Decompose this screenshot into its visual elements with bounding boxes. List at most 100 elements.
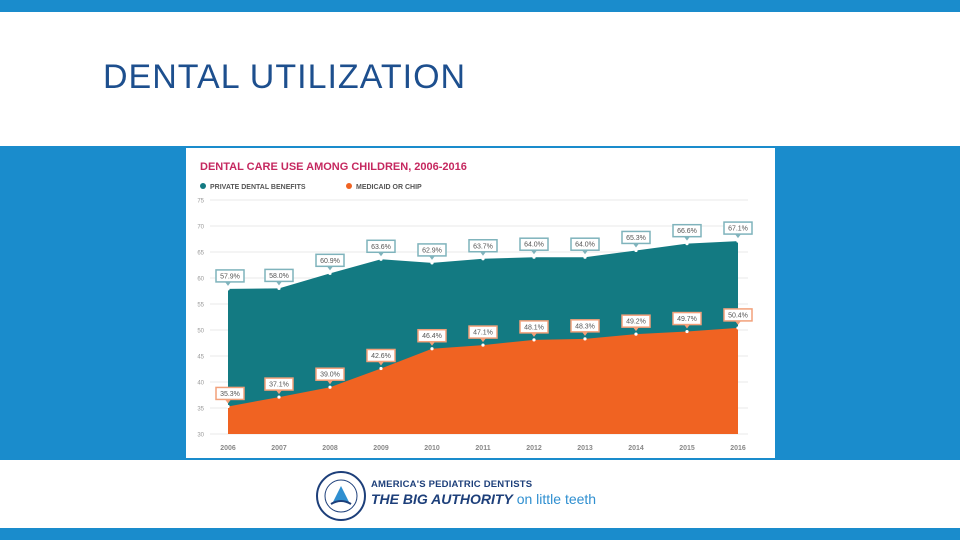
x-tick-label: 2012 — [526, 445, 542, 452]
data-label: 57.9% — [220, 273, 240, 280]
data-point — [481, 257, 485, 261]
data-label: 48.3% — [575, 323, 595, 330]
data-label: 60.9% — [320, 258, 340, 265]
data-label: 48.1% — [524, 324, 544, 331]
legend-medicaid-swatch — [346, 183, 352, 189]
data-point — [532, 338, 536, 342]
data-point — [634, 332, 638, 336]
data-point — [736, 239, 740, 243]
data-point — [379, 257, 383, 261]
y-tick-label: 35 — [197, 407, 204, 413]
y-tick-label: 70 — [197, 225, 204, 231]
data-label: 63.7% — [473, 243, 493, 250]
logo-tagline: THE BIG AUTHORITY on little teeth — [371, 491, 596, 507]
data-point — [277, 286, 281, 290]
data-label: 64.0% — [524, 242, 544, 249]
data-label: 37.1% — [269, 382, 289, 389]
data-point — [226, 404, 230, 409]
data-point — [277, 395, 281, 399]
x-tick-label: 2007 — [271, 445, 287, 452]
x-tick-label: 2014 — [628, 445, 644, 452]
x-tick-label: 2016 — [730, 445, 746, 452]
aapd-seal-icon — [316, 471, 366, 521]
data-label-pointer — [480, 338, 486, 343]
data-point — [685, 329, 689, 334]
top-accent-bar — [0, 0, 960, 12]
slide-title: DENTAL UTILIZATION — [103, 58, 467, 96]
data-label: 58.0% — [269, 273, 289, 280]
data-label: 63.6% — [371, 244, 391, 251]
data-label: 64.0% — [575, 242, 595, 249]
logo-tagline-bold: THE BIG AUTHORITY — [371, 491, 513, 507]
data-point — [430, 347, 434, 351]
data-label: 35.3% — [220, 391, 240, 398]
data-label-box — [723, 308, 753, 322]
data-point — [379, 366, 383, 371]
data-label-pointer — [633, 327, 639, 332]
data-label-pointer — [276, 390, 282, 395]
data-label-pointer — [429, 341, 435, 346]
data-label-pointer — [225, 399, 231, 404]
logo-tagline-light: on little teeth — [512, 491, 597, 507]
data-point — [583, 255, 587, 259]
data-label: 47.1% — [473, 330, 493, 337]
data-point — [430, 261, 434, 265]
data-label-pointer — [735, 320, 741, 325]
data-label-pointer — [378, 361, 384, 366]
y-tick-label: 75 — [197, 199, 204, 205]
data-label-pointer — [378, 252, 384, 257]
chart-title: DENTAL CARE USE AMONG CHILDREN, 2006-201… — [200, 161, 467, 173]
data-label-box — [366, 348, 396, 363]
data-point — [532, 255, 536, 259]
logo-org-name: AMERICA'S PEDIATRIC DENTISTS — [371, 479, 533, 490]
data-label: 67.1% — [728, 226, 748, 233]
y-tick-label: 60 — [197, 277, 204, 283]
data-label-pointer — [633, 243, 639, 248]
chart-card: DENTAL CARE USE AMONG CHILDREN, 2006-201… — [186, 148, 775, 458]
data-point — [328, 271, 332, 275]
data-point — [481, 343, 485, 347]
data-label-pointer — [327, 266, 333, 271]
x-tick-label: 2009 — [373, 445, 389, 452]
data-point — [583, 337, 587, 341]
y-tick-label: 55 — [197, 303, 204, 309]
data-label: 62.9% — [422, 247, 442, 254]
data-label: 50.4% — [728, 312, 748, 319]
data-point — [328, 385, 332, 389]
data-label-pointer — [327, 380, 333, 385]
data-point — [736, 326, 740, 330]
x-tick-label: 2010 — [424, 445, 440, 452]
x-tick-label: 2006 — [220, 445, 236, 452]
data-point — [685, 242, 689, 246]
data-label-pointer — [480, 251, 486, 256]
y-tick-label: 45 — [197, 355, 204, 361]
data-point — [634, 248, 638, 253]
data-label: 65.3% — [626, 235, 646, 242]
data-label-pointer — [684, 324, 690, 329]
data-label-pointer — [276, 281, 282, 286]
legend-private-swatch — [200, 183, 206, 189]
data-label-box — [672, 223, 702, 238]
y-tick-label: 30 — [197, 433, 204, 439]
dental-care-chart: DENTAL CARE USE AMONG CHILDREN, 2006-201… — [197, 161, 753, 452]
data-label: 66.6% — [677, 228, 697, 235]
area-medicaid — [228, 327, 738, 434]
data-label-pointer — [582, 250, 588, 255]
data-label: 42.6% — [371, 353, 391, 360]
data-label-pointer — [684, 236, 690, 241]
data-label-pointer — [225, 281, 231, 286]
y-tick-label: 65 — [197, 251, 204, 257]
y-tick-label: 50 — [197, 329, 204, 335]
x-tick-label: 2013 — [577, 445, 593, 452]
aapd-logo: AMERICA'S PEDIATRIC DENTISTS THE BIG AUT… — [315, 470, 615, 522]
bottom-accent-bar — [0, 528, 960, 540]
data-label: 49.2% — [626, 319, 646, 326]
data-label-pointer — [531, 332, 537, 337]
legend-private-label: PRIVATE DENTAL BENEFITS — [210, 184, 306, 191]
data-label-box — [215, 269, 245, 283]
data-label-pointer — [531, 250, 537, 255]
x-tick-label: 2011 — [475, 445, 490, 452]
y-tick-label: 40 — [197, 381, 204, 387]
data-label-pointer — [582, 331, 588, 336]
x-tick-label: 2015 — [679, 445, 695, 452]
